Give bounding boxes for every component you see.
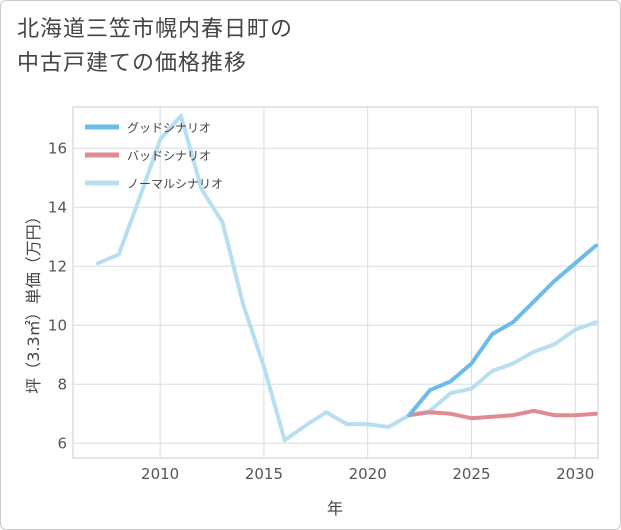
tick-layer: 2010 2015 2020 2025 2030 6 8 10 12 14 16	[48, 139, 594, 483]
y-axis-title: 坪（3.3㎡）単価（万円）	[24, 208, 43, 393]
y-tick-label-12: 12	[48, 257, 67, 275]
series-line-normal	[95, 113, 598, 443]
chart-title: 北海道三笠市幌内春日町の 中古戸建ての価格推移	[17, 13, 577, 81]
x-axis-title: 年	[327, 499, 343, 518]
series-layer	[95, 113, 598, 443]
legend-label-good: グッドシナリオ	[127, 121, 211, 135]
y-tick-label-6: 6	[57, 434, 67, 452]
x-tick-label-2015: 2015	[245, 465, 283, 483]
legend-label-normal: ノーマルシナリオ	[127, 177, 223, 191]
y-tick-label-16: 16	[48, 139, 67, 157]
series-line-good	[407, 243, 598, 418]
chart-title-line-2: 中古戸建ての価格推移	[17, 51, 248, 76]
x-tick-label-2010: 2010	[141, 465, 179, 483]
legend: グッドシナリオ バッドシナリオ ノーマルシナリオ	[85, 121, 223, 191]
series-line-bad	[407, 408, 598, 421]
chart-title-line-1: 北海道三笠市幌内春日町の	[17, 17, 294, 42]
x-tick-label-2025: 2025	[452, 465, 490, 483]
y-tick-label-14: 14	[48, 198, 67, 216]
legend-label-bad: バッドシナリオ	[127, 149, 211, 163]
y-tick-label-10: 10	[48, 316, 67, 334]
x-tick-label-2030: 2030	[556, 465, 594, 483]
x-tick-label-2020: 2020	[349, 465, 387, 483]
y-tick-label-8: 8	[57, 375, 67, 393]
